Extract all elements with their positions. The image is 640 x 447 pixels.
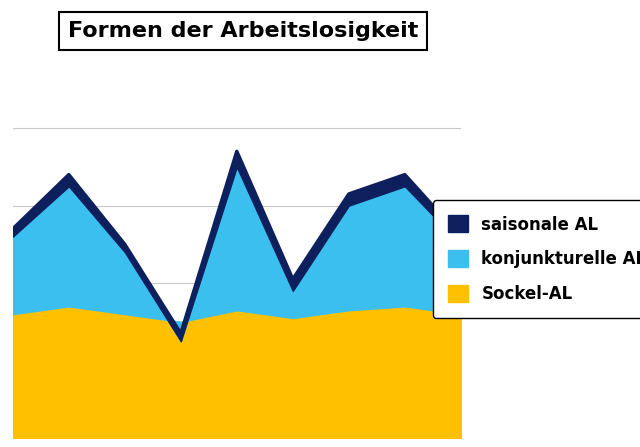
Legend: saisonale AL, konjunkturelle AL, Sockel-AL: saisonale AL, konjunkturelle AL, Sockel-…	[433, 200, 640, 318]
Text: Formen der Arbeitslosigkeit: Formen der Arbeitslosigkeit	[68, 21, 419, 41]
